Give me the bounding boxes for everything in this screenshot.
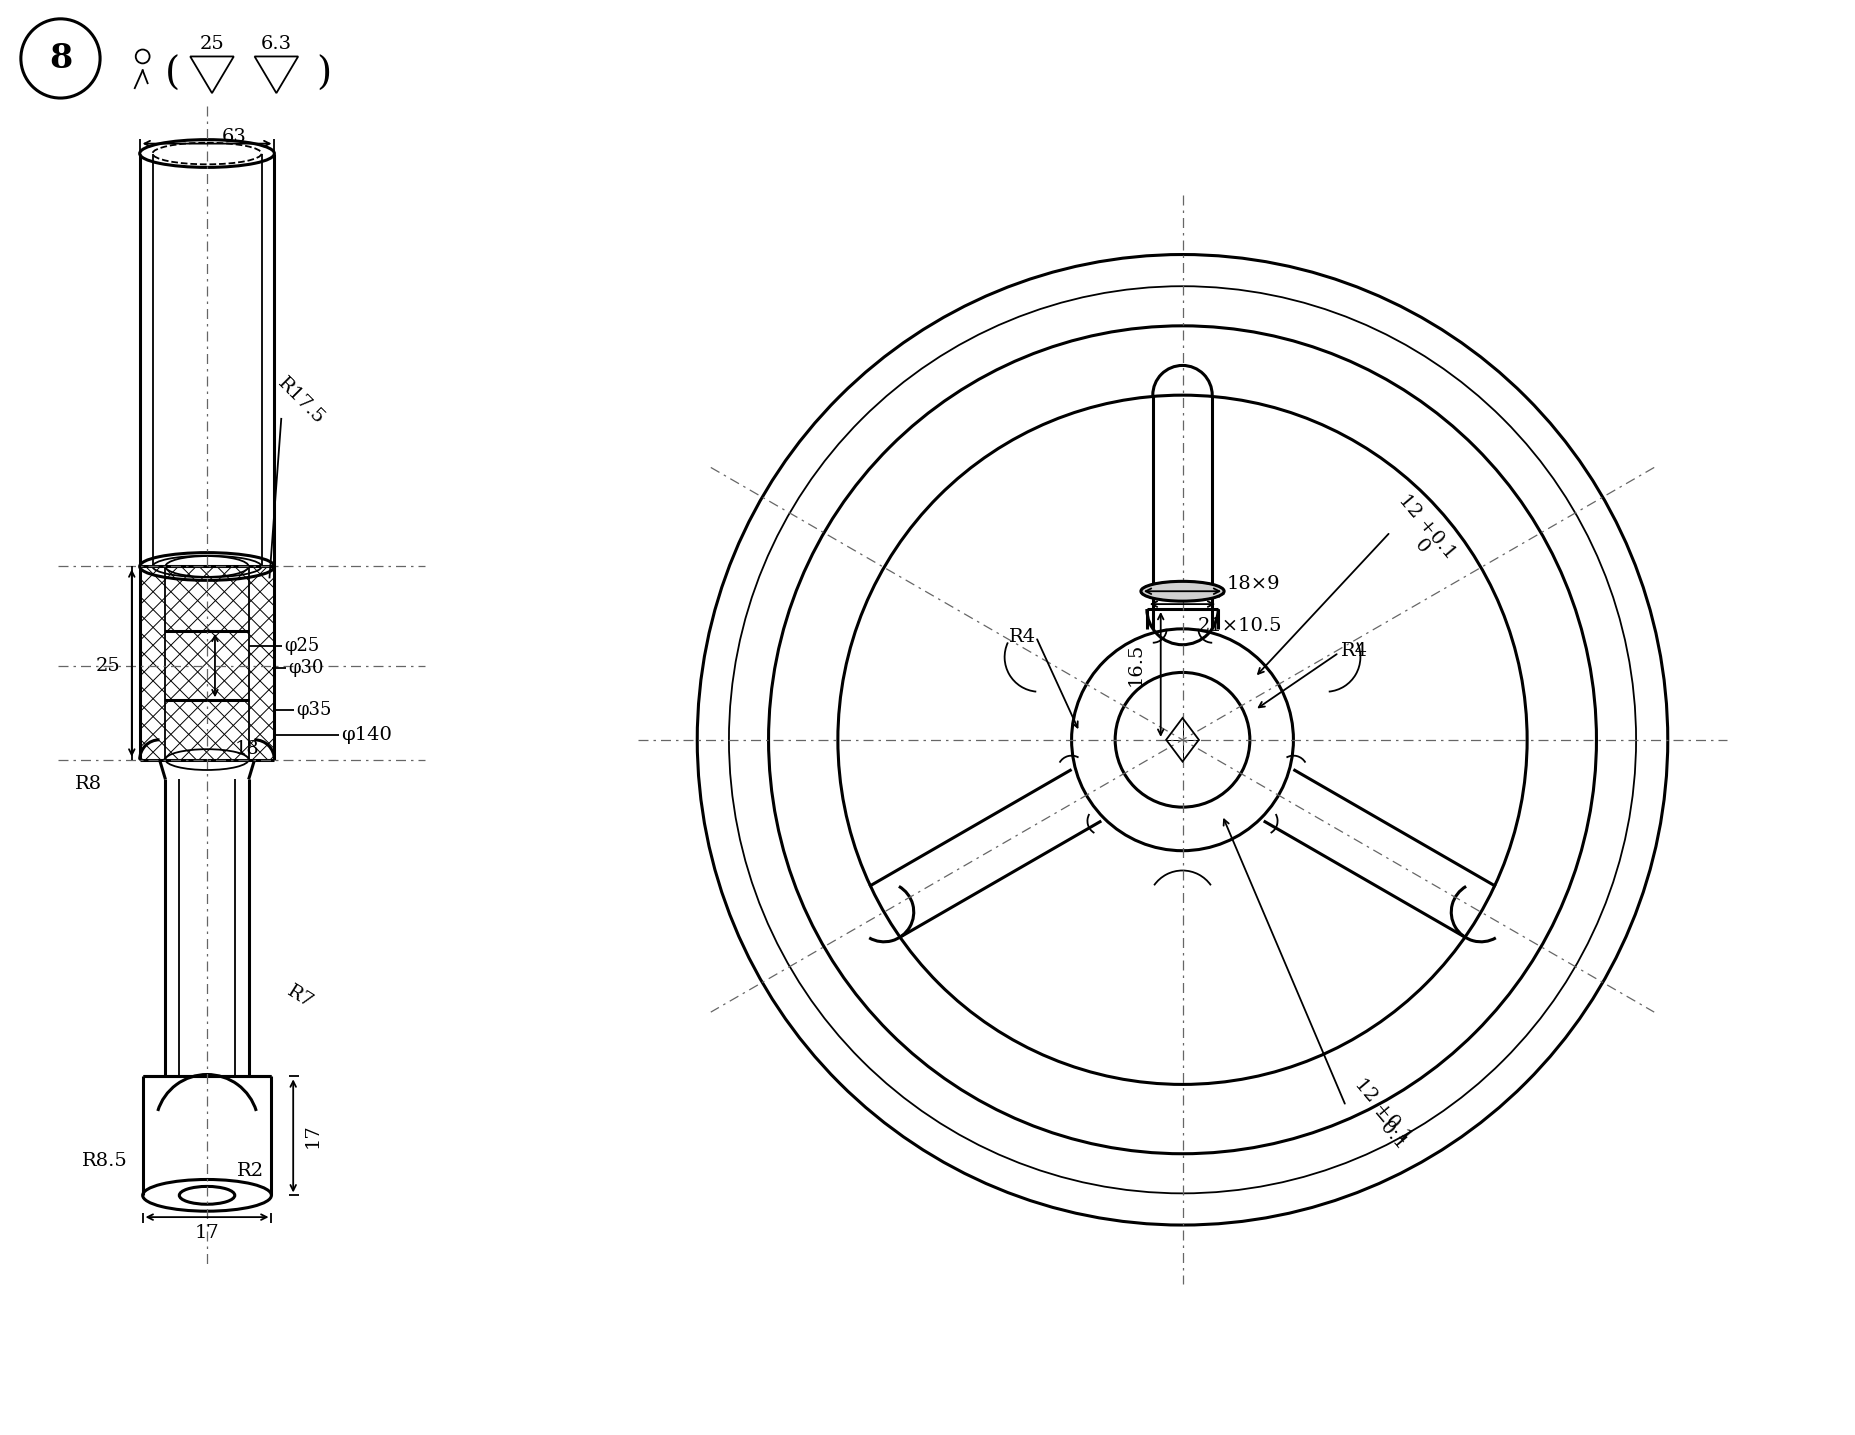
Text: φ140: φ140 xyxy=(341,726,391,743)
Text: R8.5: R8.5 xyxy=(82,1152,128,1170)
Text: 0: 0 xyxy=(1410,537,1432,557)
Text: −0.1: −0.1 xyxy=(1365,1106,1410,1155)
Text: ): ) xyxy=(315,56,332,93)
Text: R7: R7 xyxy=(284,983,317,1012)
Text: φ35: φ35 xyxy=(297,702,332,719)
Text: 6.3: 6.3 xyxy=(262,34,291,53)
Text: φ30: φ30 xyxy=(288,660,325,677)
Ellipse shape xyxy=(1141,581,1224,601)
Text: R4: R4 xyxy=(1009,627,1035,646)
Text: 25: 25 xyxy=(96,656,121,674)
Text: 18: 18 xyxy=(236,740,260,758)
Text: R17.5: R17.5 xyxy=(275,375,328,428)
Text: 63: 63 xyxy=(223,128,247,145)
Text: R8: R8 xyxy=(74,775,102,794)
Text: 12 +0.1: 12 +0.1 xyxy=(1395,491,1460,563)
Text: φ25: φ25 xyxy=(284,637,319,654)
Text: (: ( xyxy=(165,56,180,93)
Text: 16.5: 16.5 xyxy=(1126,643,1145,686)
Text: 17: 17 xyxy=(304,1124,323,1148)
Text: 17: 17 xyxy=(195,1224,219,1241)
Text: 12 +0.1: 12 +0.1 xyxy=(1350,1075,1415,1147)
Text: R4: R4 xyxy=(1341,641,1369,660)
Text: R2: R2 xyxy=(237,1161,263,1180)
Text: 21×10.5: 21×10.5 xyxy=(1196,617,1282,634)
Text: 8: 8 xyxy=(48,42,72,75)
Text: 18×9: 18×9 xyxy=(1226,575,1280,593)
Text: 25: 25 xyxy=(200,34,224,53)
